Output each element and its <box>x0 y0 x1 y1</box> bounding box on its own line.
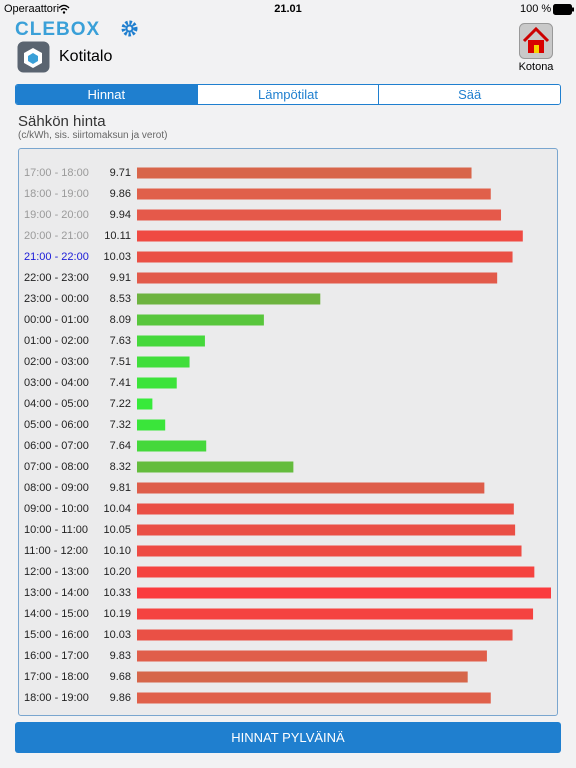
bar <box>137 524 516 536</box>
settings-icon[interactable] <box>121 20 138 37</box>
price-label: 9.86 <box>110 692 131 704</box>
bar <box>137 272 498 284</box>
battery-icon <box>553 4 574 15</box>
chart: 17:00 - 18:00 9.71 18:00 - 19:00 9.86 19:00 … <box>24 167 551 704</box>
bar <box>137 545 522 557</box>
price-label: 7.51 <box>110 356 131 368</box>
time-label: 09:00 - 10:00 <box>24 503 89 515</box>
bar <box>137 398 153 410</box>
price-label: 10.33 <box>103 587 131 599</box>
chart-view-button[interactable]: HINNAT PYLVÄINÄ <box>15 722 561 753</box>
price-label: 7.32 <box>110 419 131 431</box>
price-label: 10.10 <box>103 545 131 557</box>
time-label: 18:00 - 19:00 <box>24 188 89 200</box>
time-label: 01:00 - 02:00 <box>24 335 89 347</box>
bar <box>137 377 177 389</box>
bar <box>137 314 264 326</box>
section-title: Sähkön hinta <box>18 113 106 130</box>
price-label: 7.63 <box>110 335 131 347</box>
bar <box>137 230 523 242</box>
price-label: 7.22 <box>110 398 131 410</box>
chart-panel: 17:00 - 18:00 9.71 18:00 - 19:00 9.86 19:00 … <box>18 148 558 716</box>
time-label: 08:00 - 09:00 <box>24 482 89 494</box>
time-label: 17:00 - 18:00 <box>24 671 89 683</box>
bar <box>137 692 491 704</box>
price-label: 10.11 <box>104 230 131 242</box>
section-subtitle: (c/kWh, sis. siirtomaksun ja verot) <box>18 130 168 141</box>
location-name: Kotitalo <box>59 48 113 65</box>
tab[interactable]: Hinnat <box>16 85 197 104</box>
bar <box>137 251 513 263</box>
bar <box>137 356 190 368</box>
bar <box>137 650 487 662</box>
price-label: 9.71 <box>110 167 131 179</box>
bar <box>137 440 207 452</box>
price-label: 10.03 <box>103 251 131 263</box>
time-label: 22:00 - 23:00 <box>24 272 89 284</box>
clock: 21.01 <box>274 3 302 15</box>
wifi-icon <box>58 4 70 14</box>
bar <box>137 461 294 473</box>
price-label: 9.94 <box>110 209 131 221</box>
price-label: 10.04 <box>103 503 131 515</box>
time-label: 05:00 - 06:00 <box>24 419 89 431</box>
time-label: 02:00 - 03:00 <box>24 356 89 368</box>
price-label: 9.81 <box>110 482 131 494</box>
bar <box>137 209 502 221</box>
time-label: 14:00 - 15:00 <box>24 608 89 620</box>
bar <box>137 293 321 305</box>
bar <box>137 335 205 347</box>
app-icon[interactable] <box>17 41 50 73</box>
price-label: 7.41 <box>110 377 131 389</box>
battery-level: 100 % <box>520 3 552 15</box>
home-icon[interactable] <box>519 23 553 59</box>
bar <box>137 587 551 599</box>
price-label: 10.05 <box>103 524 131 536</box>
bar <box>137 566 535 578</box>
bar <box>137 671 468 683</box>
price-label: 8.53 <box>110 293 131 305</box>
time-label: 15:00 - 16:00 <box>24 629 89 641</box>
bar <box>137 188 491 200</box>
time-label: 16:00 - 17:00 <box>24 650 89 662</box>
time-label: 04:00 - 05:00 <box>24 398 89 410</box>
price-label: 9.68 <box>110 671 131 683</box>
tab[interactable]: Sää <box>378 85 560 104</box>
time-label: 10:00 - 11:00 <box>24 524 88 536</box>
time-label: 06:00 - 07:00 <box>24 440 89 452</box>
time-label: 00:00 - 01:00 <box>24 314 89 326</box>
time-label: 23:00 - 00:00 <box>24 293 89 305</box>
price-label: 10.03 <box>103 629 131 641</box>
time-label: 13:00 - 14:00 <box>24 587 89 599</box>
price-label: 9.91 <box>110 272 131 284</box>
bar <box>137 503 514 515</box>
logo: CLEBOX <box>15 19 101 40</box>
tab[interactable]: Lämpötilat <box>196 85 379 104</box>
price-label: 9.83 <box>110 650 131 662</box>
bar <box>137 629 513 641</box>
time-label: 03:00 - 04:00 <box>24 377 89 389</box>
bar <box>137 482 485 494</box>
bar <box>137 167 472 179</box>
time-label: 20:00 - 21:00 <box>24 230 89 242</box>
time-label: 18:00 - 19:00 <box>24 692 89 704</box>
price-label: 8.09 <box>110 314 131 326</box>
time-label: 19:00 - 20:00 <box>24 209 89 221</box>
price-label: 9.86 <box>110 188 131 200</box>
price-label: 7.64 <box>110 440 131 452</box>
time-label: 12:00 - 13:00 <box>24 566 89 578</box>
price-label: 8.32 <box>110 461 131 473</box>
time-label: 17:00 - 18:00 <box>24 167 89 179</box>
time-label: 21:00 - 22:00 <box>24 251 89 263</box>
price-label: 10.19 <box>103 608 131 620</box>
price-label: 10.20 <box>103 566 131 578</box>
bar <box>137 419 166 431</box>
bar <box>137 608 534 620</box>
mode-label: Kotona <box>518 61 554 73</box>
time-label: 11:00 - 12:00 <box>24 545 88 557</box>
tab-bar: Hinnat Lämpötilat Sää <box>15 84 561 105</box>
time-label: 07:00 - 08:00 <box>24 461 89 473</box>
carrier: Operaattori <box>4 3 60 15</box>
